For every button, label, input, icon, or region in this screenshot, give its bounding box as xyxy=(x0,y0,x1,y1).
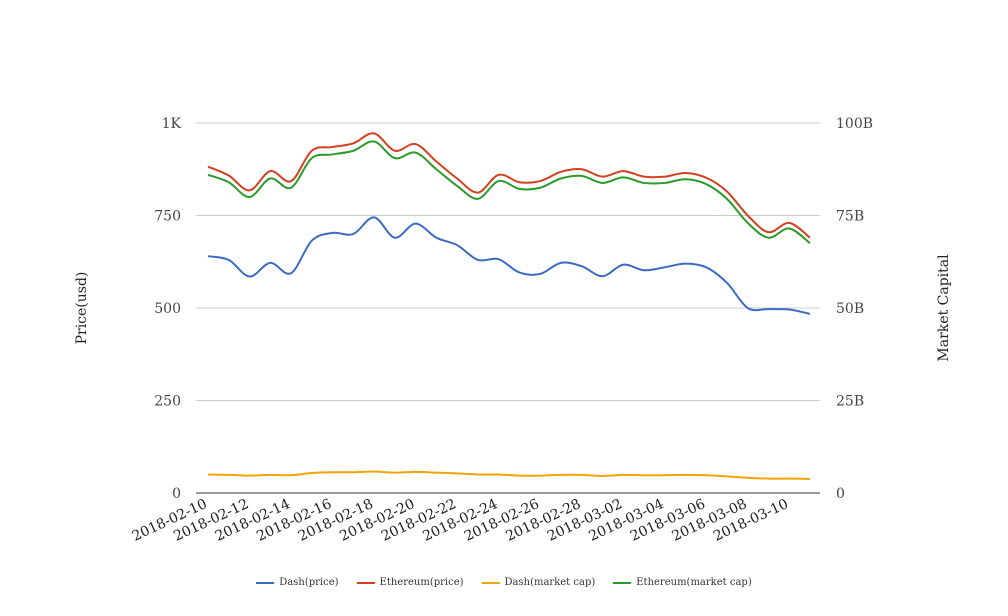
legend-swatch xyxy=(481,581,500,584)
legend-swatch xyxy=(256,581,275,584)
y2-tick-label: 75B xyxy=(836,209,864,225)
y2-tick-label: 25B xyxy=(836,394,864,410)
legend-item[interactable]: Dash(market cap) xyxy=(481,577,596,588)
left-axis-ticks: 0 250 500 750 1K xyxy=(154,116,181,502)
series-line-dash-market-cap xyxy=(207,470,811,480)
legend-label: Ethereum(market cap) xyxy=(636,577,752,588)
legend-label: Ethereum(price) xyxy=(379,577,464,588)
y-axis-title: Price(usd) xyxy=(74,272,90,345)
legend-item[interactable]: Ethereum(price) xyxy=(356,577,464,588)
legend-label: Dash(price) xyxy=(279,577,339,588)
y-tick-label: 1K xyxy=(162,116,182,132)
y2-tick-label: 50B xyxy=(836,301,864,317)
series-line-ethereum-market-cap xyxy=(207,140,811,245)
y2-axis-title: Market Capital xyxy=(936,254,952,362)
y2-tick-label: 100B xyxy=(836,116,873,132)
gridlines xyxy=(196,122,820,494)
series-line-dash-price xyxy=(207,216,811,315)
series-lines xyxy=(207,132,811,480)
y-tick-label: 250 xyxy=(154,394,181,410)
legend-swatch xyxy=(356,581,375,584)
legend: Dash(price) Ethereum(price) Dash(market ca… xyxy=(0,577,1008,588)
legend-item[interactable]: Dash(price) xyxy=(256,577,339,588)
series-line-ethereum-price xyxy=(207,132,811,239)
legend-swatch xyxy=(613,581,632,584)
right-axis-ticks: 0 25B 50B 75B 100B xyxy=(836,116,873,502)
y-tick-label: 750 xyxy=(154,209,181,225)
legend-item[interactable]: Ethereum(market cap) xyxy=(613,577,752,588)
y-tick-label: 500 xyxy=(154,301,181,317)
y2-tick-label: 0 xyxy=(836,486,845,502)
legend-label: Dash(market cap) xyxy=(504,577,596,588)
y-tick-label: 0 xyxy=(172,486,181,502)
x-axis-ticks: 2018-02-102018-02-122018-02-142018-02-16… xyxy=(130,496,791,545)
